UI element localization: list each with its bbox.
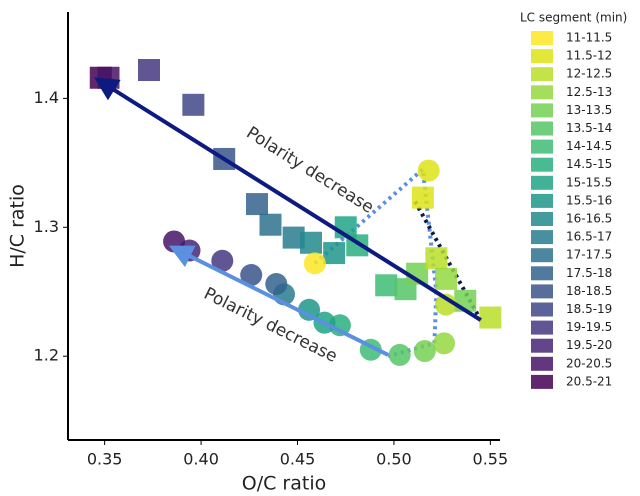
square-point (259, 213, 282, 236)
y-axis-title: H/C ratio (7, 184, 29, 268)
x-axis-title: O/C ratio (242, 473, 326, 495)
legend-label: 12-12.5 (566, 67, 612, 81)
legend-swatch (531, 85, 553, 100)
legend-swatch (531, 230, 553, 245)
circle-point (303, 252, 326, 275)
legend-label: 16.5-17 (566, 230, 612, 244)
square-point (479, 306, 502, 329)
square-point (406, 262, 429, 285)
square-point (246, 193, 268, 216)
circle-point (163, 230, 186, 253)
x-tick-label: 0.50 (376, 450, 412, 469)
legend-label: 14.5-15 (566, 157, 612, 171)
legend-swatch (531, 284, 553, 299)
x-tick-label: 0.35 (87, 450, 123, 469)
legend-swatch (531, 248, 553, 263)
circle-point (417, 159, 440, 182)
circle-point (413, 340, 436, 363)
legend-label: 18.5-19 (566, 302, 612, 316)
square-point (411, 186, 434, 209)
legend-swatch (531, 49, 553, 64)
circle-point (435, 293, 457, 316)
legend-swatch (531, 157, 553, 172)
legend-label: 19-19.5 (566, 320, 612, 334)
circle-point (433, 332, 456, 355)
arrow (168, 245, 390, 357)
legend-swatch (531, 320, 553, 335)
legend-label: 12.5-13 (566, 85, 612, 99)
square-point (138, 59, 160, 82)
legend-label: 14-14.5 (566, 139, 612, 153)
circle-point (211, 249, 234, 272)
y-tick-label: 1.3 (34, 217, 59, 236)
circle-point (265, 273, 288, 296)
legend-swatch (531, 212, 553, 226)
legend-swatch (531, 302, 553, 317)
legend-title: LC segment (min) (520, 11, 627, 25)
legend-label: 15-15.5 (566, 175, 612, 189)
legend-swatch (531, 103, 553, 118)
x-tick-label: 0.55 (473, 450, 509, 469)
circle-point (240, 263, 263, 286)
legend-label: 15.5-16 (566, 193, 612, 207)
legend-swatch (531, 338, 553, 353)
legend-swatch (531, 139, 553, 154)
circle-point (298, 298, 321, 321)
circle-point (388, 343, 411, 366)
legend-swatch (531, 193, 553, 208)
legend-label: 20.5-21 (566, 374, 612, 388)
x-tick-label: 0.40 (183, 450, 219, 469)
legend-swatch (531, 121, 553, 136)
square-point (323, 242, 346, 265)
square-point (182, 93, 205, 116)
legend-label: 20-20.5 (566, 356, 612, 370)
y-tick-label: 1.4 (34, 88, 59, 107)
legend-swatch (531, 356, 553, 371)
square-point (425, 247, 448, 270)
y-tick-label: 1.2 (34, 346, 59, 365)
legend-label: 11.5-12 (566, 49, 612, 63)
legend-swatch (531, 67, 553, 82)
legend-label: 16-16.5 (566, 212, 612, 226)
legend-label: 13.5-14 (566, 121, 612, 135)
legend-label: 17.5-18 (566, 266, 612, 280)
square-point (282, 226, 305, 249)
legend-swatch (531, 266, 553, 281)
legend-swatch (531, 374, 553, 389)
x-tick-label: 0.45 (280, 450, 316, 469)
square-point (435, 267, 457, 290)
arrow (94, 77, 482, 322)
legend-swatch (531, 31, 553, 45)
legend-label: 19.5-20 (566, 338, 612, 352)
square-point (375, 274, 398, 297)
legend-label: 18-18.5 (566, 284, 612, 298)
legend-label: 11-11.5 (566, 31, 612, 45)
legend-swatch (531, 175, 553, 190)
legend-label: 17-17.5 (566, 248, 612, 262)
legend-label: 13-13.5 (566, 103, 612, 117)
square-point (300, 231, 322, 254)
